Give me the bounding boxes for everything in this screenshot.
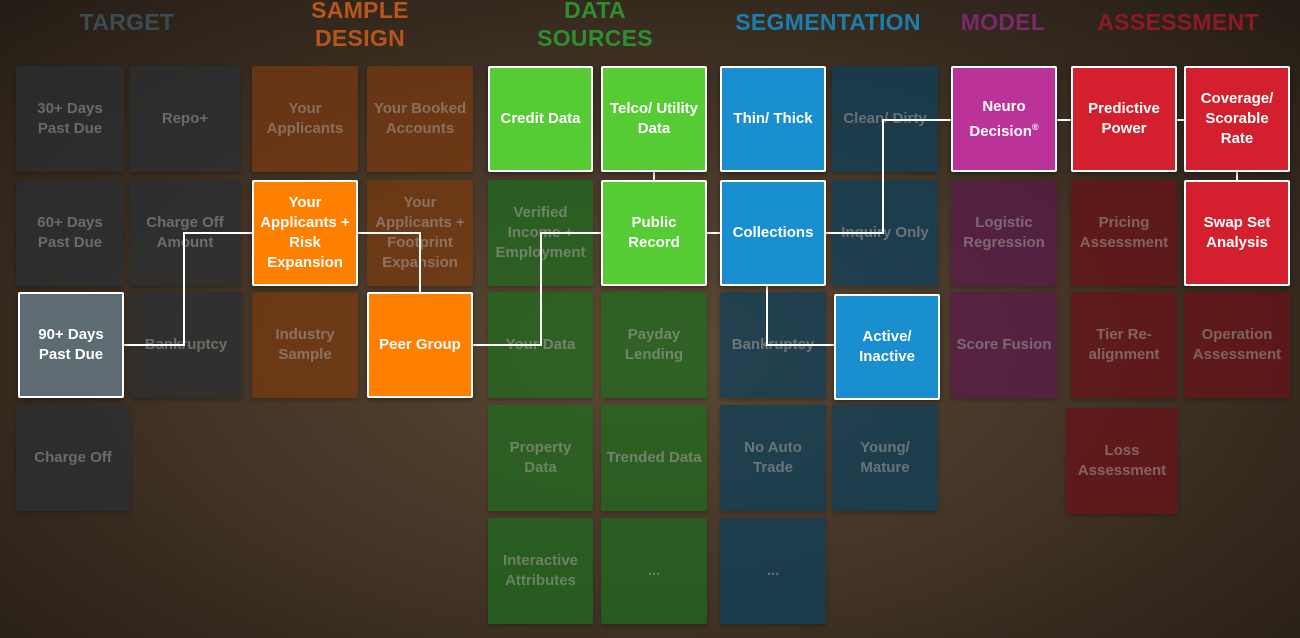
tile-label: Industry Sample (275, 326, 335, 363)
tile-label: 90+ Days Past Due (38, 326, 104, 363)
tile-interactive-attributes[interactable]: Interactive Attributes (488, 518, 593, 624)
tile-property-data[interactable]: Property Data (488, 405, 593, 511)
tile-label: Clean/ Dirty (843, 110, 927, 127)
tile-neuro-decision[interactable]: Neuro Decision® (951, 66, 1057, 172)
tile-predictive-power[interactable]: Predictive Power (1071, 66, 1177, 172)
tile-label: Trended Data (606, 449, 702, 466)
column-title-data: DATA SOURCES (537, 0, 653, 51)
tile-charge-off[interactable]: Charge Off (16, 405, 130, 511)
tile-90-days-past-due[interactable]: 90+ Days Past Due (18, 292, 124, 398)
tile-label: Logistic Regression (963, 214, 1045, 251)
tile-verified-income-employment[interactable]: Verified Income + Employment (488, 180, 593, 286)
tile-telco-utility-data[interactable]: Telco/ Utility Data (601, 66, 707, 172)
tile-label: Telco/ Utility Data (609, 100, 699, 137)
tile-label: Operation Assessment (1192, 326, 1282, 363)
tile-label: Active/ Inactive (859, 328, 915, 365)
tile-more-data[interactable]: ... (601, 518, 707, 624)
tile-inquiry-only[interactable]: Inquiry Only (832, 180, 938, 286)
tile-clean-dirty[interactable]: Clean/ Dirty (832, 66, 938, 172)
tile-label: Inquiry Only (841, 224, 929, 241)
tile-label: Peer Group (379, 336, 461, 353)
column-title-target: TARGET (79, 9, 175, 35)
tile-pricing-assessment[interactable]: Pricing Assessment (1071, 180, 1177, 286)
tile-your-applicants-footprint-expansion[interactable]: Your Applicants + Footprint Expansion (367, 180, 473, 286)
tile-your-data[interactable]: Your Data (488, 292, 593, 398)
tile-label: No Auto Trade (744, 439, 802, 476)
tile-label: Repo+ (161, 110, 209, 127)
tile-label: Charge Off (34, 449, 112, 466)
tile-60-days-past-due[interactable]: 60+ Days Past Due (16, 180, 124, 286)
tile-operation-assessment[interactable]: Operation Assessment (1184, 292, 1290, 398)
column-title-assess: ASSESSMENT (1097, 9, 1259, 35)
tile-collections[interactable]: Collections (720, 180, 826, 286)
tile-label: Neuro Decision® (969, 97, 1039, 140)
tile-label: 30+ Days Past Due (37, 100, 103, 137)
tile-tier-re-alignment[interactable]: Tier Re-alignment (1071, 292, 1177, 398)
tile-trended-data[interactable]: Trended Data (601, 405, 707, 511)
tile-your-booked-accounts[interactable]: Your Booked Accounts (367, 66, 473, 172)
tile-30-days-past-due[interactable]: 30+ Days Past Due (16, 66, 124, 172)
tile-label: ... (766, 562, 780, 579)
tile-label: Your Applicants + Risk Expansion (260, 194, 350, 271)
tile-loss-assessment[interactable]: Loss Assessment (1066, 408, 1178, 514)
tile-label: Property Data (509, 439, 572, 476)
tile-label: Interactive Attributes (502, 552, 579, 589)
tile-thin-thick[interactable]: Thin/ Thick (720, 66, 826, 172)
tile-label: Bankruptcy (144, 336, 228, 353)
tile-credit-data[interactable]: Credit Data (488, 66, 593, 172)
column-title-model: MODEL (960, 9, 1046, 35)
tile-your-applicants[interactable]: Your Applicants (252, 66, 358, 172)
tile-charge-off-amount[interactable]: Charge Off Amount (130, 180, 240, 286)
tile-bankruptcy[interactable]: Bankruptcy (720, 292, 826, 398)
tile-bankruptcy[interactable]: Bankruptcy (130, 292, 242, 398)
tile-your-applicants-risk-expansion[interactable]: Your Applicants + Risk Expansion (252, 180, 358, 286)
tile-label: Loss Assessment (1077, 442, 1167, 479)
tile-label: Coverage/ Scorable Rate (1200, 90, 1274, 147)
tile-label: Your Booked Accounts (373, 100, 467, 137)
tile-label: Swap Set Analysis (1203, 214, 1271, 251)
tile-label: Your Applicants (266, 100, 344, 137)
tile-label: Credit Data (500, 110, 581, 127)
tile-logistic-regression[interactable]: Logistic Regression (951, 180, 1057, 286)
tile-public-record[interactable]: Public Record (601, 180, 707, 286)
registered-mark: ® (1031, 121, 1039, 132)
tile-peer-group[interactable]: Peer Group (367, 292, 473, 398)
tile-label: ... (647, 562, 661, 579)
tile-industry-sample[interactable]: Industry Sample (252, 292, 358, 398)
tile-label: Payday Lending (624, 326, 684, 363)
tile-payday-lending[interactable]: Payday Lending (601, 292, 707, 398)
tile-no-auto-trade[interactable]: No Auto Trade (720, 405, 826, 511)
tile-swap-set-analysis[interactable]: Swap Set Analysis (1184, 180, 1290, 286)
column-title-seg: SEGMENTATION (735, 9, 921, 35)
tile-active-inactive[interactable]: Active/ Inactive (834, 294, 940, 400)
tile-label: 60+ Days Past Due (37, 214, 103, 251)
tile-score-fusion[interactable]: Score Fusion (951, 292, 1057, 398)
tile-label: Your Applicants + Footprint Expansion (375, 194, 465, 271)
tile-label: Tier Re-alignment (1088, 326, 1160, 363)
tile-label: Charge Off Amount (146, 214, 224, 251)
tile-label: Collections (732, 224, 814, 241)
tile-more-seg[interactable]: ... (720, 518, 826, 624)
tile-label: Thin/ Thick (733, 110, 813, 127)
tile-repo[interactable]: Repo+ (130, 66, 240, 172)
column-title-sample: SAMPLE DESIGN (311, 0, 409, 51)
tile-label: Bankruptcy (731, 336, 815, 353)
tile-label: Score Fusion (956, 336, 1052, 353)
tile-label: Verified Income + Employment (495, 204, 586, 261)
tile-label: Predictive Power (1088, 100, 1160, 137)
tile-coverage-scorable-rate[interactable]: Coverage/ Scorable Rate (1184, 66, 1290, 172)
tile-label: Your Data (505, 336, 576, 353)
tile-young-mature[interactable]: Young/ Mature (832, 405, 938, 511)
tile-label: Young/ Mature (860, 439, 910, 476)
tile-label: Pricing Assessment (1079, 214, 1169, 251)
tile-label: Public Record (628, 214, 680, 251)
